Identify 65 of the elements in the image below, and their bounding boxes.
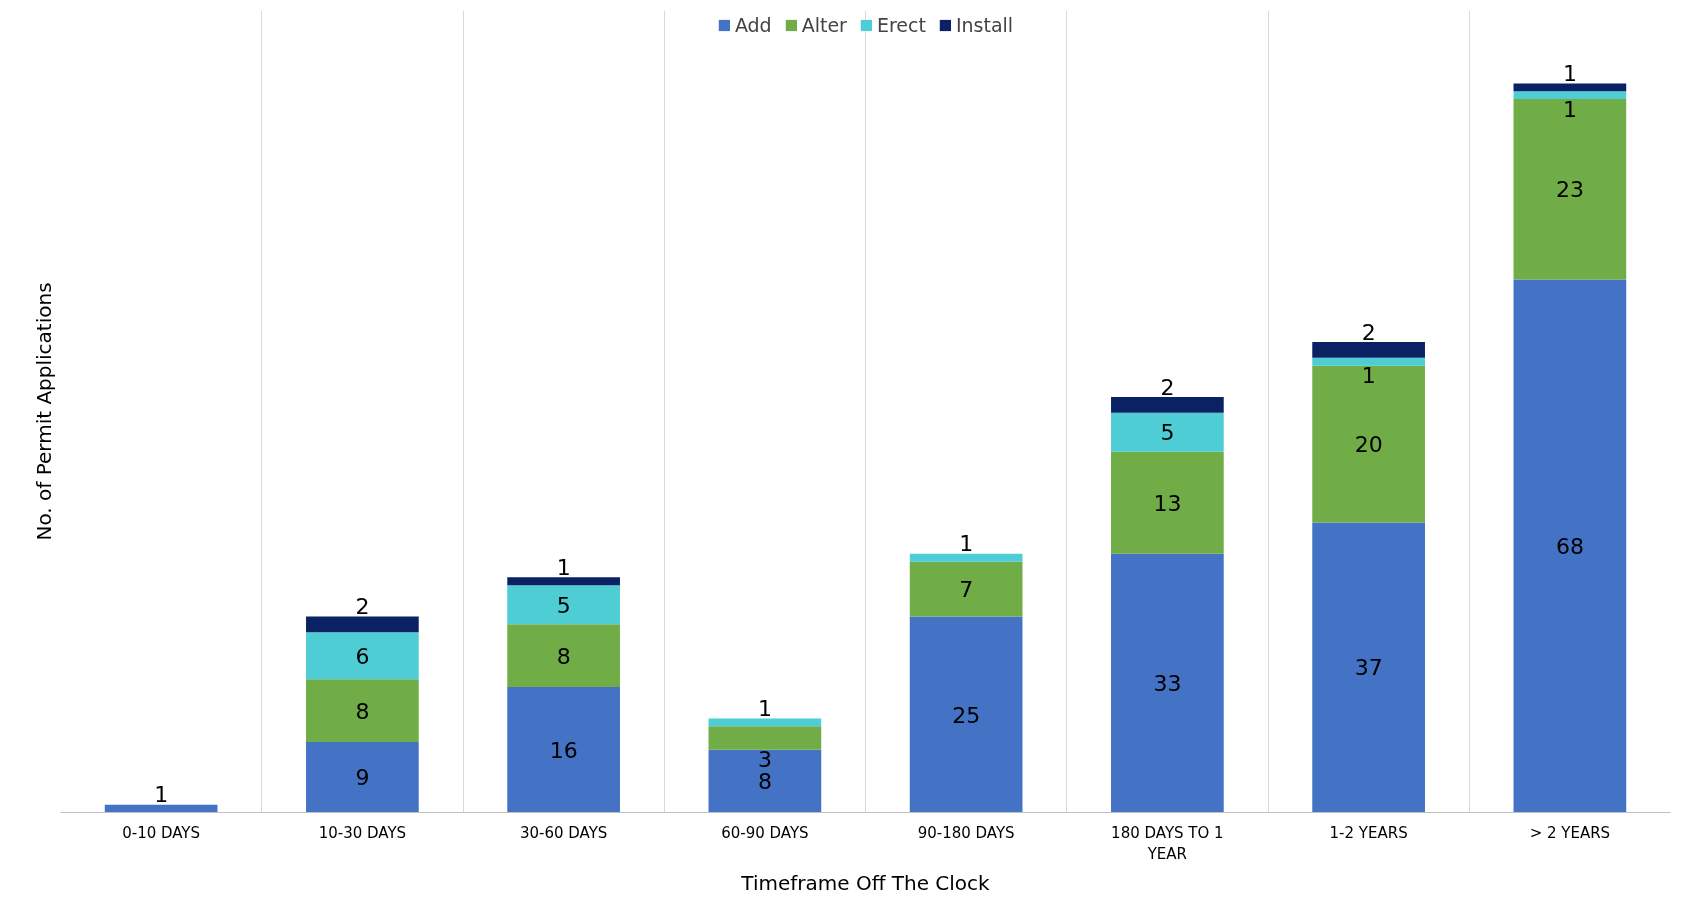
data-label: 8 <box>556 643 571 669</box>
bar <box>507 624 620 688</box>
bar <box>507 577 620 586</box>
bar <box>306 632 419 680</box>
x-tick-label: 1-2 YEARS <box>1329 823 1408 842</box>
bar <box>1312 342 1425 358</box>
bar <box>1312 522 1425 813</box>
data-label: 2 <box>355 594 370 620</box>
bar <box>909 561 1023 617</box>
data-label: 37 <box>1354 655 1383 681</box>
bar <box>708 749 822 813</box>
x-tick-label: > 2 YEARS <box>1529 823 1611 842</box>
bar <box>306 616 419 633</box>
data-label: 8 <box>355 698 370 724</box>
data-label: 1 <box>1562 96 1577 122</box>
data-label: 9 <box>355 765 370 791</box>
x-tick-label: 180 DAYS TO 1 YEAR <box>1111 823 1224 864</box>
legend-label: Alter <box>801 14 847 36</box>
bar <box>507 687 620 813</box>
bar <box>909 553 1023 562</box>
bar <box>306 741 419 813</box>
bar <box>306 679 419 742</box>
data-label: 25 <box>952 702 981 728</box>
y-axis-title: No. of Permit Applications <box>31 282 56 541</box>
x-tick-label: 60-90 DAYS <box>721 823 809 842</box>
x-tick-label: 10-30 DAYS <box>318 823 407 842</box>
data-label: 1 <box>1562 61 1577 87</box>
legend-label: Add <box>734 14 772 36</box>
bar <box>1111 412 1224 452</box>
bar <box>708 718 822 727</box>
data-label: 2 <box>1361 319 1376 345</box>
x-axis-title: Timeframe Off The Clock <box>740 871 991 896</box>
x-tick-label: 90-180 DAYS <box>917 823 1015 842</box>
legend-label: Install <box>955 14 1014 36</box>
data-label: 1 <box>959 531 974 557</box>
data-label: 1 <box>1361 363 1376 389</box>
bar <box>1513 279 1627 813</box>
bar <box>1111 397 1224 413</box>
x-tick-label: 0-10 DAYS <box>122 823 201 842</box>
data-label: 5 <box>1160 420 1175 446</box>
data-label: 20 <box>1354 432 1383 458</box>
data-label: 6 <box>355 643 370 669</box>
bar <box>1513 91 1627 100</box>
bar <box>1513 99 1627 280</box>
data-label: 68 <box>1555 533 1584 559</box>
data-label: 1 <box>556 554 571 580</box>
data-label: 1 <box>154 782 169 808</box>
bar <box>909 616 1023 813</box>
bar <box>1111 451 1224 554</box>
bar <box>1111 553 1224 813</box>
bar <box>1312 365 1425 523</box>
data-label: 16 <box>549 737 578 763</box>
data-label: 5 <box>556 592 571 618</box>
bar <box>708 726 822 750</box>
data-label: 33 <box>1153 671 1182 697</box>
data-label: 23 <box>1555 177 1584 203</box>
bar <box>1312 357 1425 366</box>
data-label: 13 <box>1153 490 1182 516</box>
x-tick-label: 30-60 DAYS <box>519 823 608 842</box>
data-label: 7 <box>959 577 974 603</box>
data-label: 2 <box>1160 374 1175 400</box>
bar <box>507 585 620 625</box>
bar <box>1513 83 1627 92</box>
data-label: 1 <box>757 696 772 722</box>
legend-label: Erect <box>876 14 926 36</box>
